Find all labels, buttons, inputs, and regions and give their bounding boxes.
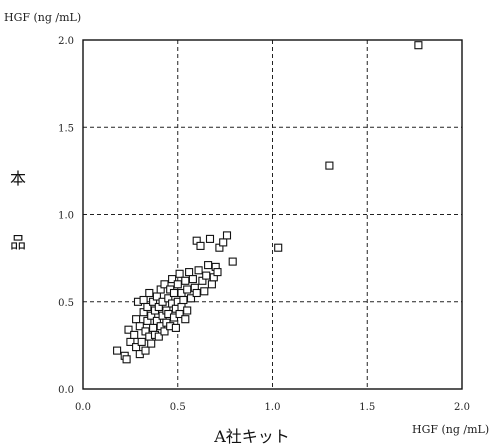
data-point [274,243,283,252]
data-points [113,41,423,364]
data-point [154,332,163,341]
data-point [325,161,334,170]
y-tick-labels: 0.0 0.5 1.0 1.5 2.0 [58,36,74,396]
data-point [213,268,222,277]
y-tick-label: 0.0 [58,385,74,396]
x-tick-label: 2.0 [454,402,470,413]
data-point [219,238,228,247]
data-point [122,355,131,364]
data-point [181,276,190,285]
data-point [143,302,152,312]
data-point [194,266,203,275]
x-tick-labels: 0.0 0.5 1.0 1.5 2.0 [75,402,470,413]
y-axis-title-line-2: 品 [10,233,26,252]
data-point [168,275,177,284]
data-point [139,295,148,305]
data-point [113,346,122,355]
data-point [130,330,139,339]
data-point [207,280,216,289]
y-tick-label: 0.5 [58,298,74,309]
data-point [147,339,156,348]
y-tick-label: 1.5 [58,123,74,134]
data-point [202,271,211,280]
data-point [145,288,154,298]
data-point [135,322,144,331]
x-tick-label: 0.0 [75,402,91,413]
data-point [183,285,192,294]
x-tick-label: 1.5 [359,402,375,413]
x-tick-label: 0.5 [170,402,186,413]
x-tick-label: 1.0 [265,402,281,413]
data-point [169,288,179,298]
data-point [188,275,197,284]
x-axis-title: A社キット [213,427,290,446]
data-point [414,41,423,50]
data-point [179,295,188,305]
data-point [160,280,169,289]
plot-frame [82,39,463,390]
x-unit-label: HGF (ng /mL) [412,423,489,436]
data-point [173,280,182,289]
y-tick-label: 1.0 [58,211,74,222]
data-point [124,325,133,334]
data-point [137,337,146,346]
data-point [185,268,194,277]
data-point [175,269,184,278]
data-point [183,306,192,315]
data-point [132,315,141,324]
data-point [149,323,158,332]
data-point [196,241,205,250]
y-unit-label: HGF (ng /mL) [4,11,81,24]
data-point [171,323,180,332]
data-point [181,315,190,324]
data-point [204,261,213,270]
grid-lines [83,40,462,389]
data-point [200,287,209,296]
y-axis-title-line-1: 本 [10,169,26,188]
data-point [186,294,196,303]
data-point [222,231,232,240]
data-point [192,288,201,298]
data-point [205,234,215,243]
data-point [160,327,169,336]
data-point [228,257,237,266]
data-point [141,346,150,355]
y-tick-label: 2.0 [58,36,74,47]
